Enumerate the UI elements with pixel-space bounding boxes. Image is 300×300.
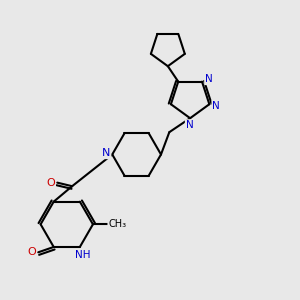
Text: N: N bbox=[205, 74, 213, 84]
Text: CH₃: CH₃ bbox=[108, 219, 126, 229]
Text: O: O bbox=[27, 247, 36, 257]
Text: NH: NH bbox=[75, 250, 91, 260]
Text: N: N bbox=[212, 101, 220, 111]
Text: O: O bbox=[46, 178, 55, 188]
Text: N: N bbox=[102, 148, 110, 158]
Text: N: N bbox=[186, 120, 194, 130]
